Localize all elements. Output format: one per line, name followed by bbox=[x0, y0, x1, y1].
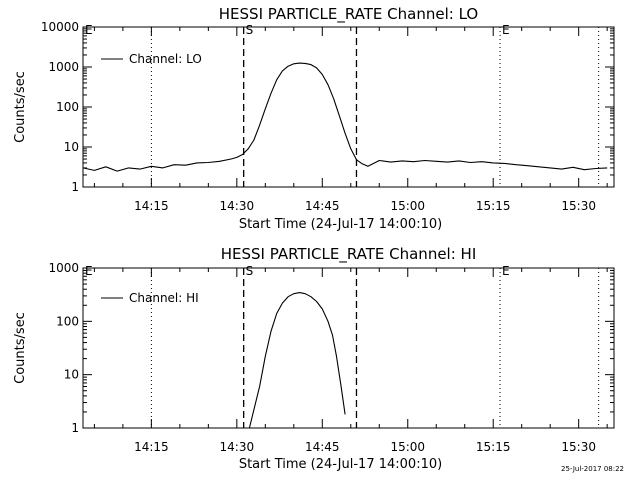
series-line bbox=[248, 292, 346, 429]
y-axis-label: Counts/sec bbox=[13, 71, 28, 143]
marker-label: E bbox=[85, 23, 93, 37]
x-tick-label: 15:30 bbox=[561, 440, 596, 454]
marker-label: E bbox=[85, 264, 93, 278]
legend-label: Channel: HI bbox=[129, 291, 199, 305]
x-tick-label: 14:30 bbox=[220, 199, 255, 213]
marker-label: S bbox=[246, 264, 254, 278]
x-tick-label: 15:00 bbox=[390, 199, 425, 213]
x-axis-label: Start Time (24-Jul-17 14:00:10) bbox=[239, 457, 442, 472]
x-tick-label: 14:45 bbox=[305, 440, 340, 454]
chart-title: HESSI PARTICLE_RATE Channel: HI bbox=[221, 245, 477, 264]
x-tick-label: 15:15 bbox=[476, 199, 511, 213]
marker-label: S bbox=[246, 23, 254, 37]
legend-label: Channel: LO bbox=[129, 52, 202, 66]
y-tick-label: 10000 bbox=[41, 20, 79, 34]
y-tick-label: 10 bbox=[64, 368, 79, 382]
y-tick-label: 1 bbox=[71, 180, 79, 194]
y-tick-label: 100 bbox=[56, 314, 79, 328]
y-tick-label: 10 bbox=[64, 140, 79, 154]
x-tick-label: 15:15 bbox=[476, 440, 511, 454]
y-tick-label: 1 bbox=[71, 421, 79, 435]
chart-hi: HESSI PARTICLE_RATE Channel: HI 1 10 100 100… bbox=[13, 245, 615, 472]
y-axis-label: Counts/sec bbox=[13, 312, 28, 384]
x-tick-label: 14:30 bbox=[220, 440, 255, 454]
plot-timestamp: 25-Jul-2017 08:22 bbox=[561, 465, 625, 473]
y-tick-label: 1000 bbox=[48, 60, 79, 74]
marker-label: E bbox=[502, 264, 510, 278]
x-axis-label: Start Time (24-Jul-17 14:00:10) bbox=[239, 217, 442, 232]
chart-lo: HESSI PARTICLE_RATE Channel: LO 1 10 100 100… bbox=[13, 5, 615, 232]
series-line bbox=[82, 62, 608, 172]
x-tick-label: 14:45 bbox=[305, 199, 340, 213]
x-tick-label: 14:15 bbox=[134, 199, 169, 213]
marker-label: E bbox=[502, 23, 510, 37]
x-tick-label: 14:15 bbox=[134, 440, 169, 454]
x-tick-label: 15:30 bbox=[561, 199, 596, 213]
chart-title: HESSI PARTICLE_RATE Channel: LO bbox=[219, 5, 478, 24]
plot-frame bbox=[82, 26, 615, 188]
y-tick-label: 100 bbox=[56, 100, 79, 114]
x-tick-label: 15:00 bbox=[390, 440, 425, 454]
y-tick-label: 1000 bbox=[48, 261, 79, 275]
